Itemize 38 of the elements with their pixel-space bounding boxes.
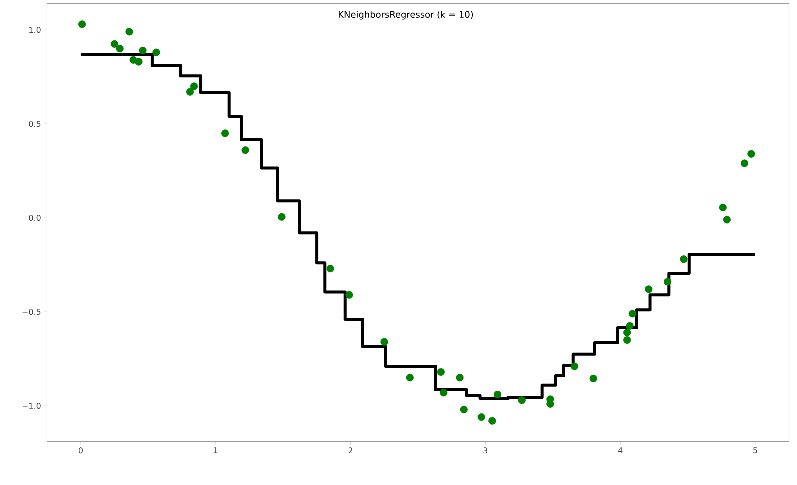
point [664, 278, 672, 286]
point [139, 46, 147, 55]
point [645, 286, 653, 294]
point [190, 82, 198, 90]
point [460, 406, 468, 414]
point [494, 390, 502, 399]
point [116, 45, 124, 53]
point [624, 336, 632, 344]
point [518, 396, 526, 404]
point [222, 130, 230, 138]
point [570, 362, 579, 370]
point [624, 328, 632, 337]
point [346, 291, 354, 299]
point [740, 160, 748, 168]
point [723, 216, 731, 224]
point [680, 256, 688, 264]
point [186, 88, 194, 96]
text: KNeighborsRegressor (k = 10) [339, 11, 474, 20]
point [719, 204, 727, 212]
point [488, 417, 496, 425]
point [152, 48, 160, 56]
point [406, 374, 414, 382]
point [78, 20, 86, 28]
point [278, 213, 286, 221]
point [437, 368, 445, 376]
point [628, 310, 637, 318]
point [242, 146, 250, 154]
point [456, 374, 464, 382]
point [626, 322, 634, 330]
point [110, 40, 118, 48]
point [326, 265, 334, 273]
point [135, 58, 143, 66]
point [748, 150, 756, 158]
point [478, 414, 486, 422]
point [126, 28, 134, 36]
point [380, 338, 388, 346]
point [440, 389, 448, 397]
point [590, 374, 598, 383]
